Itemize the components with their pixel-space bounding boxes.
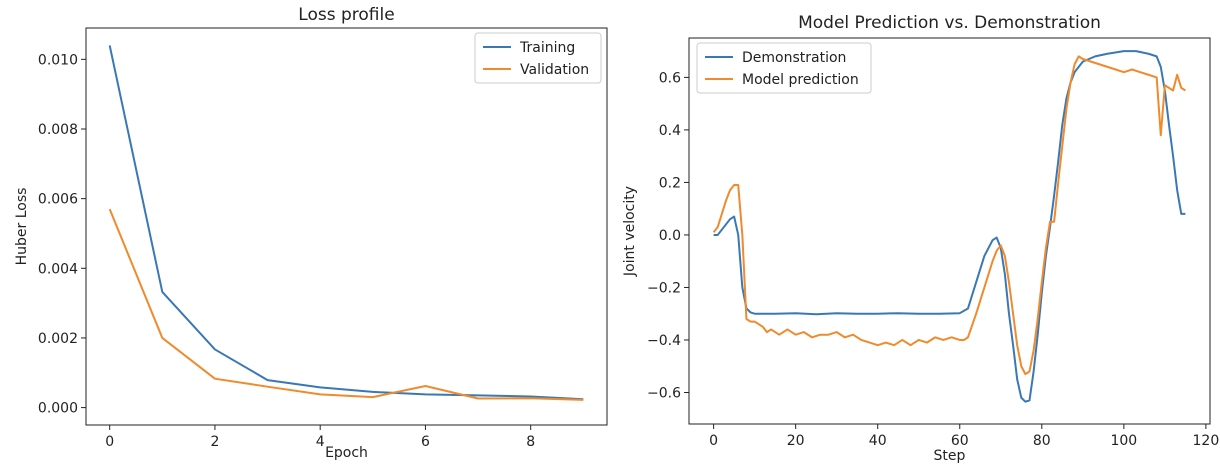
legend-label-demonstration: Demonstration: [742, 50, 846, 66]
y-tick-label: 0.004: [38, 261, 78, 277]
y-tick-label: −0.4: [647, 333, 681, 349]
prediction-chart: Model Prediction vs. Demonstration 0 20 40 6…: [622, 13, 1220, 464]
x-tick-label: 2: [210, 434, 219, 450]
x-tick-label: 60: [951, 433, 969, 449]
x-tick-label: 0: [709, 433, 718, 449]
y-tick-label: 0.000: [38, 401, 78, 417]
chart-title: Model Prediction vs. Demonstration: [798, 13, 1101, 33]
legend-label-training: Training: [519, 40, 575, 56]
loss-profile-panel: Loss profile 0 2 4 6 8 0.000 0.002 0.004 0.006 0.0…: [14, 5, 608, 461]
y-tick-label: 0.0: [659, 228, 681, 244]
series-line-validation: [108, 208, 584, 401]
y-tick-label: 0.006: [38, 192, 78, 208]
legend-box: [474, 32, 602, 84]
x-tick-label: 8: [526, 434, 535, 450]
x-tick-label: 20: [787, 433, 805, 449]
x-axis-label: Epoch: [325, 445, 368, 461]
series-line-demonstration: [713, 50, 1186, 403]
plot-frame: [85, 27, 608, 426]
y-axis-label: Joint velocity: [622, 186, 638, 277]
y-tick-label: 0.6: [659, 70, 681, 86]
y-tick-label: −0.6: [647, 385, 681, 401]
legend-label-model-prediction: Model prediction: [742, 72, 859, 88]
chart-title: Loss profile: [298, 5, 394, 25]
x-tick-label: 100: [1110, 433, 1137, 449]
x-axis-label: Step: [934, 448, 966, 464]
y-tick-label: 0.008: [38, 122, 78, 138]
prediction-panel: Model Prediction vs. Demonstration 0 20 40 6…: [620, 8, 1220, 470]
y-tick-label: 0.4: [659, 123, 681, 139]
y-tick-label: 0.2: [659, 175, 681, 191]
legend-box: [696, 42, 872, 94]
x-tick-label: 120: [1193, 433, 1220, 449]
y-tick-label: 0.010: [38, 52, 78, 68]
series-line-training: [108, 45, 584, 401]
y-tick-label: 0.002: [38, 331, 78, 347]
y-tick-label: −0.2: [647, 280, 681, 296]
legend-label-validation: Validation: [520, 62, 589, 78]
x-tick-label: 0: [105, 434, 114, 450]
loss-profile-chart: Loss profile 0 2 4 6 8 0.000 0.002 0.004 0.006 0.0…: [14, 5, 608, 461]
x-tick-label: 80: [1033, 433, 1051, 449]
x-tick-label: 4: [316, 434, 325, 450]
y-axis-label: Huber Loss: [14, 188, 30, 266]
series-line-model-prediction: [712, 55, 1186, 376]
plot-frame: [688, 37, 1211, 425]
x-tick-label: 40: [869, 433, 887, 449]
x-tick-label: 6: [421, 434, 430, 450]
